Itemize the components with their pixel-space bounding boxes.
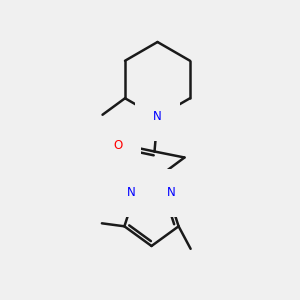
Text: N: N [128, 186, 136, 200]
Text: N: N [153, 110, 162, 124]
Text: O: O [114, 139, 123, 152]
Text: N: N [167, 186, 176, 200]
